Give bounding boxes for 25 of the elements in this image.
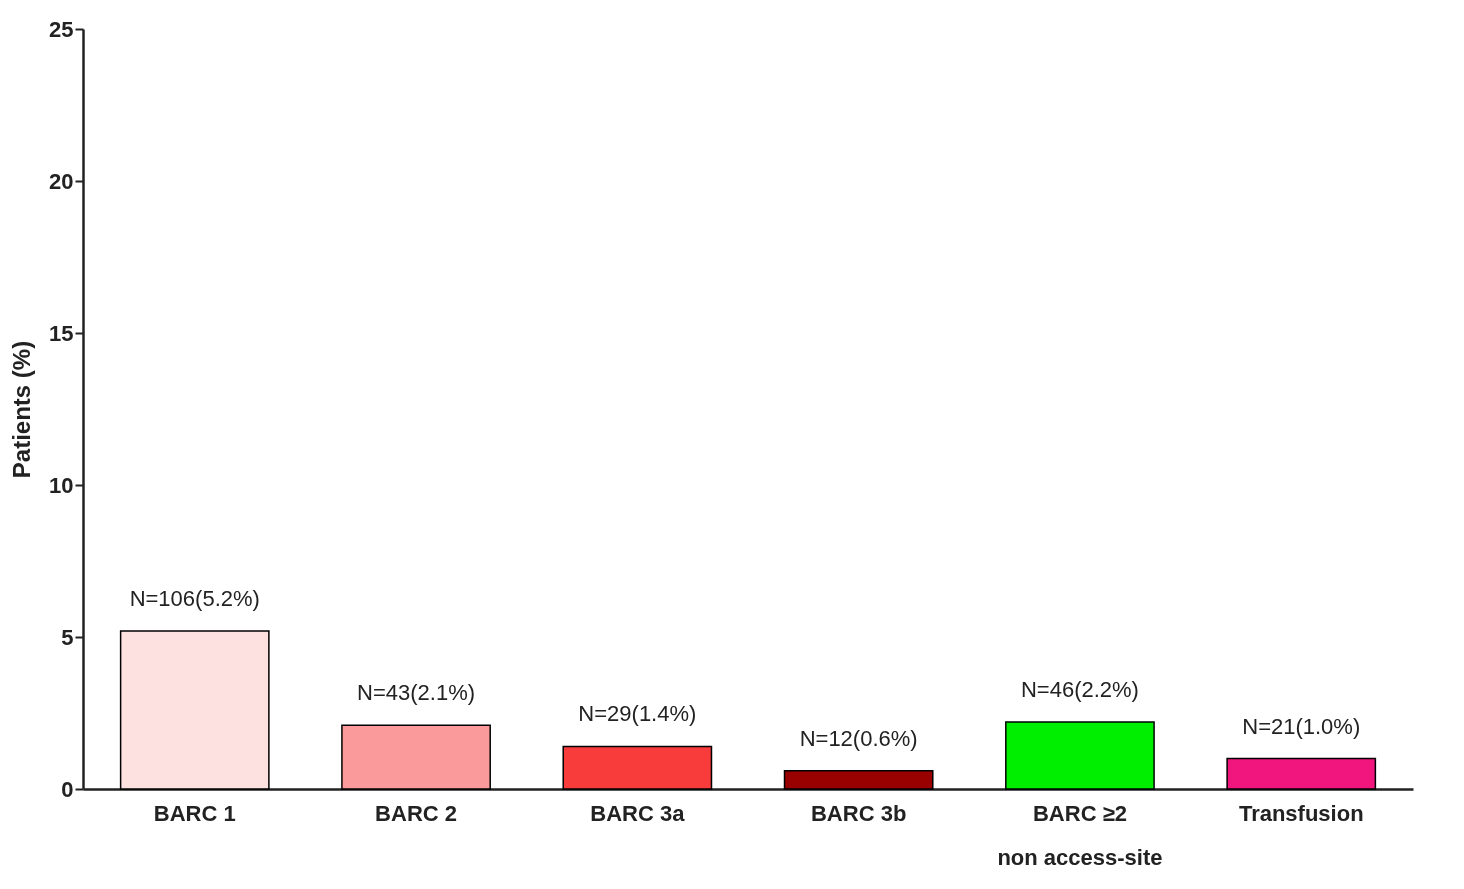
- bar: [562, 745, 713, 790]
- bar: [783, 770, 934, 790]
- x-tick-label: Transfusion: [1238, 800, 1364, 826]
- data-label: N=21(1.0%): [1242, 713, 1361, 739]
- data-label: N=12(0.6%): [799, 725, 918, 751]
- y-tick-label: 20: [49, 168, 74, 194]
- bar: [119, 630, 270, 790]
- bar: [341, 724, 491, 790]
- x-tick-label: BARC 1: [153, 800, 236, 826]
- y-tick-label: 0: [61, 776, 74, 802]
- data-label: N=29(1.4%): [578, 701, 697, 727]
- y-tick-label: 5: [61, 624, 74, 650]
- y-axis-title: Patients (%): [8, 340, 36, 479]
- x-tick-label: BARC 2: [375, 800, 458, 826]
- x-tick-label: BARC ≥2 non access-site: [997, 800, 1163, 870]
- data-label: N=43(2.1%): [357, 680, 476, 706]
- y-tick-label: 25: [49, 16, 74, 42]
- data-label: N=46(2.2%): [1020, 677, 1139, 703]
- data-label: N=106(5.2%): [129, 585, 260, 611]
- bar: [1005, 721, 1155, 790]
- y-tick-label: 15: [49, 320, 74, 346]
- x-tick-label: BARC 3a: [590, 800, 686, 826]
- y-tick-label: 10: [49, 472, 74, 498]
- bar: [1226, 757, 1377, 790]
- x-tick-label: BARC 3b: [810, 800, 907, 826]
